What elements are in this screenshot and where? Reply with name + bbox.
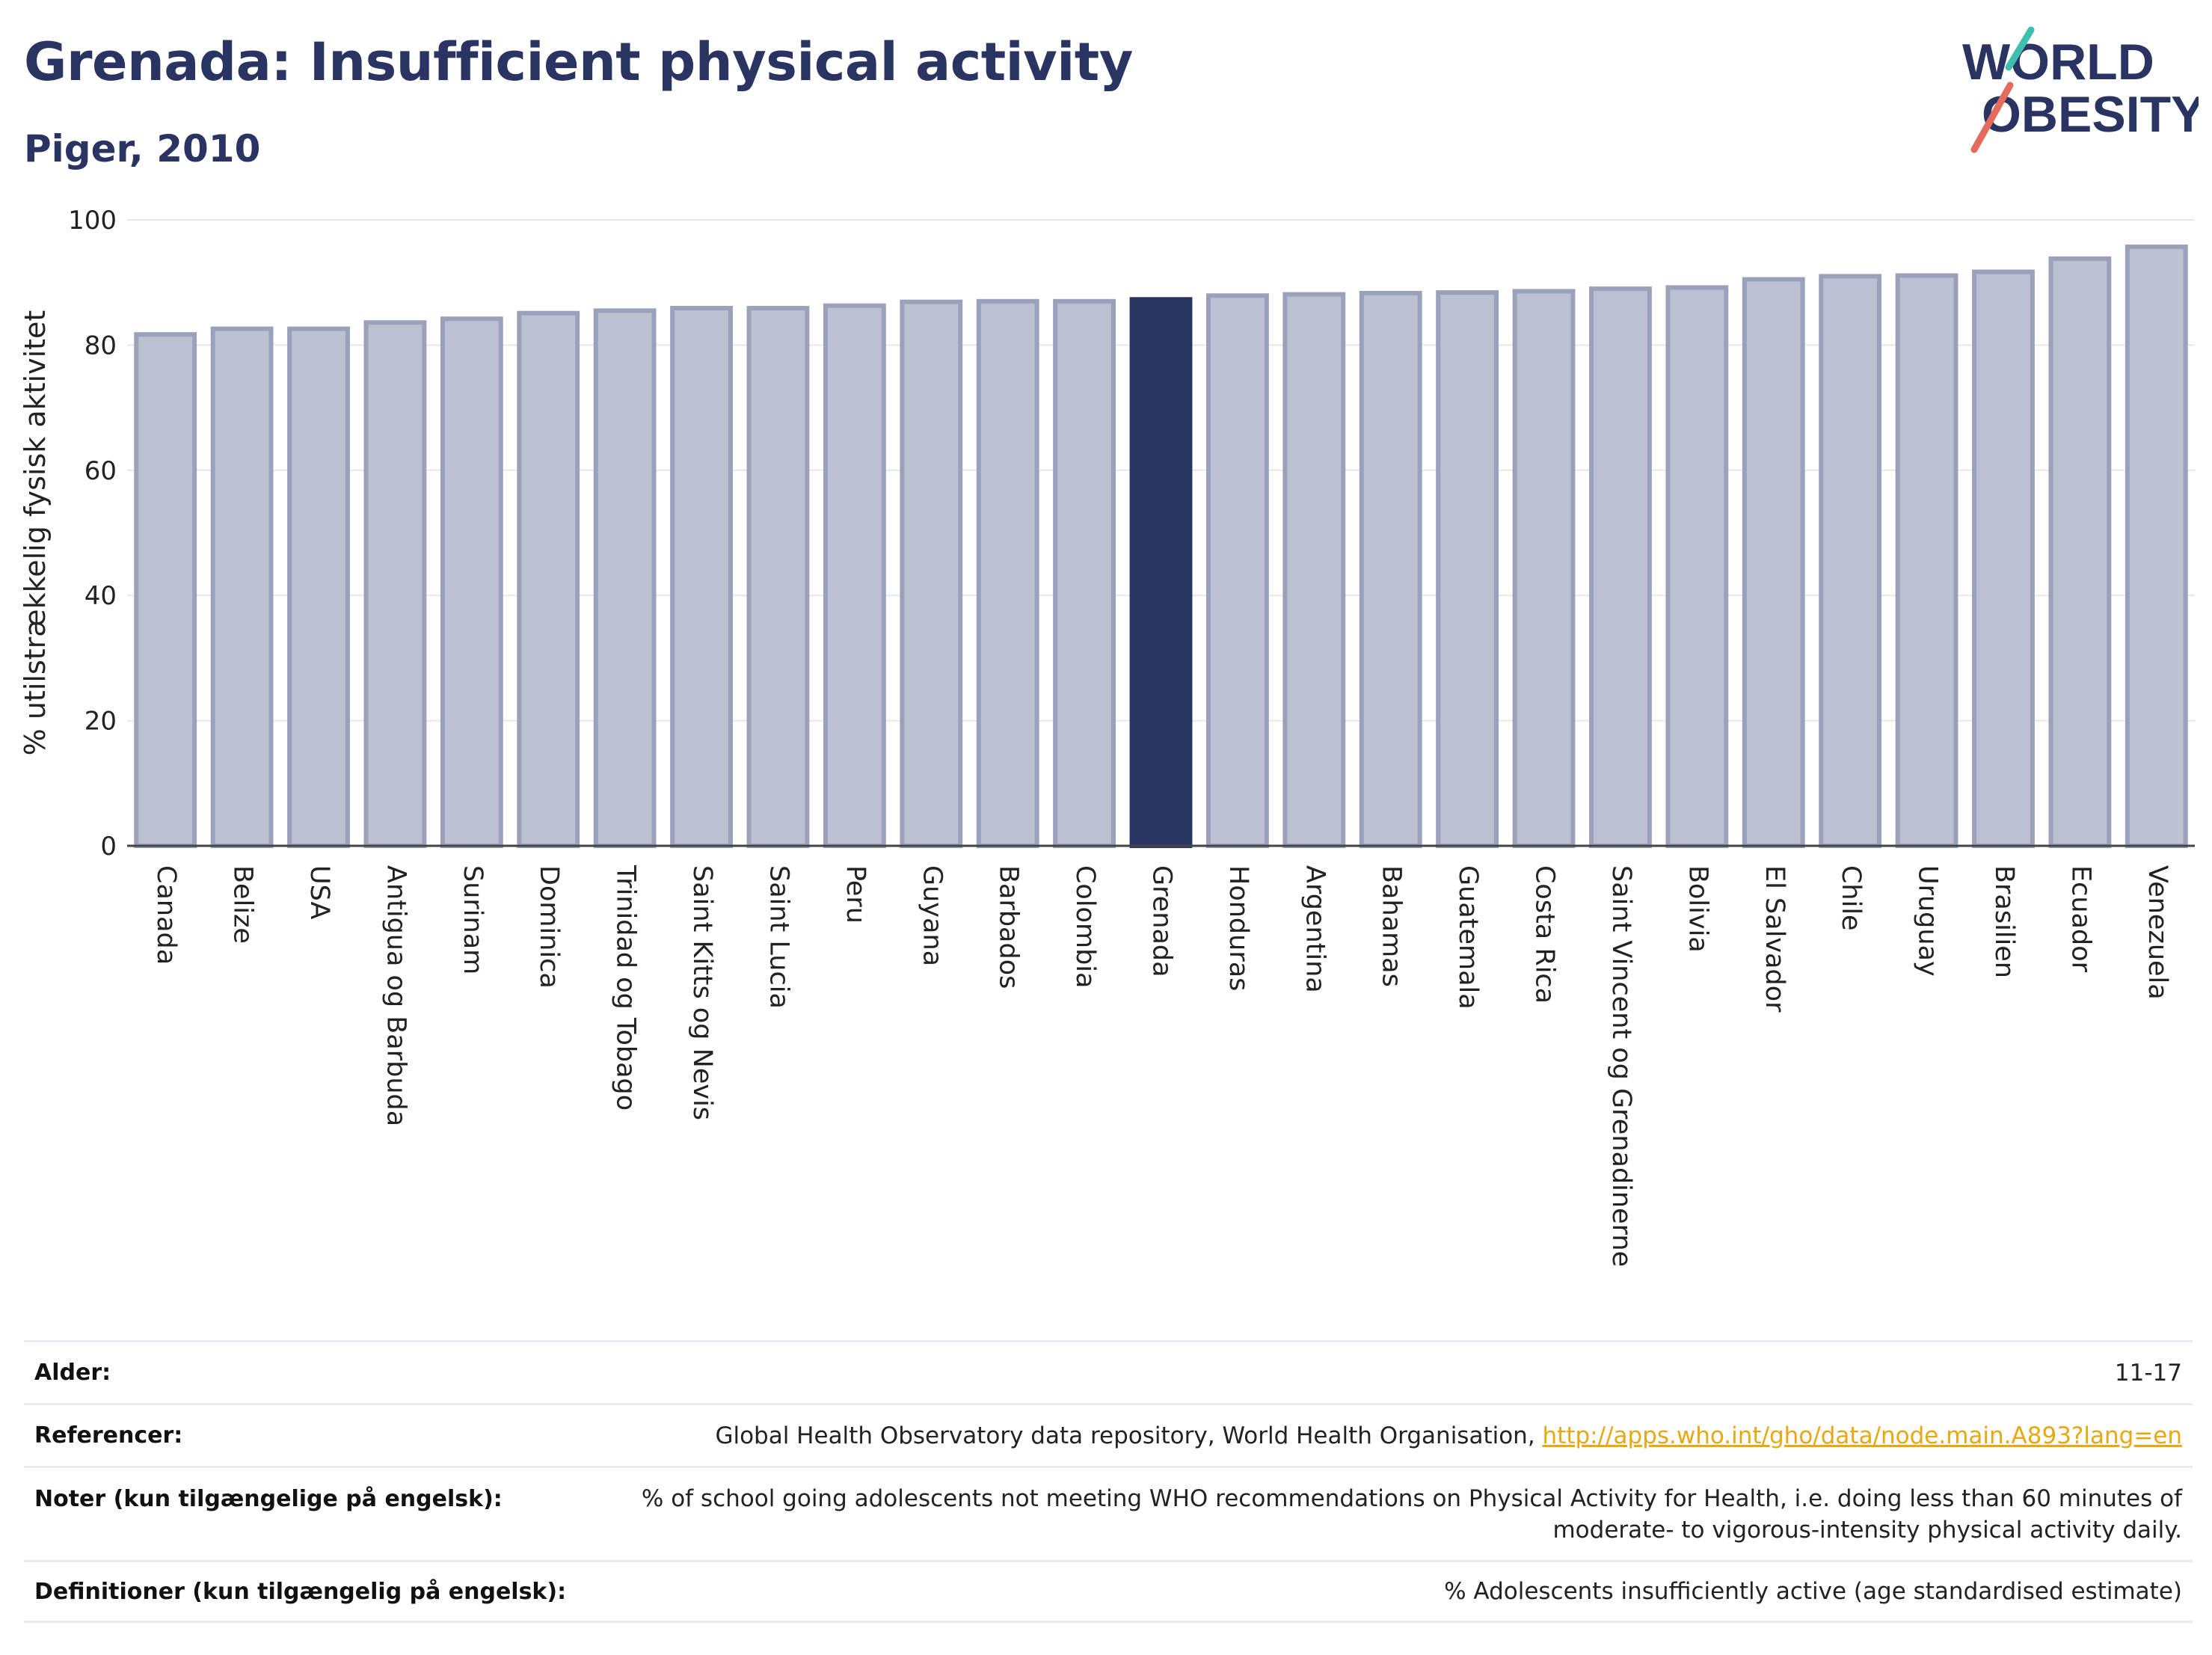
meta-value-age: 11-17	[2114, 1359, 2182, 1387]
x-tick-label: Honduras	[1223, 865, 1253, 991]
bar	[1665, 285, 1729, 848]
bar	[1205, 293, 1269, 849]
svg-text:OBESITY: OBESITY	[1982, 86, 2199, 143]
meta-row-definitions: Definitioner (kun tilgængelig på engelsk…	[24, 1560, 2193, 1623]
bar	[210, 326, 274, 848]
x-tick-label: Surinam	[458, 865, 488, 974]
meta-value-notes: % of school going adolescents not meetin…	[641, 1485, 2182, 1544]
bar	[976, 298, 1039, 848]
bars	[134, 244, 2188, 849]
bar	[593, 308, 657, 848]
meta-value-definitions: % Adolescents insufficiently active (age…	[1444, 1578, 2182, 1605]
meta-row-age: Alder: 11-17	[24, 1340, 2193, 1403]
x-tick-label: Peru	[841, 865, 870, 924]
x-tick-label: Canada	[151, 865, 181, 965]
y-tick-label: 20	[85, 707, 117, 737]
meta-row-references: Referencer: Global Health Observatory da…	[24, 1403, 2193, 1466]
x-tick-label: Dominica	[534, 865, 564, 989]
reference-link[interactable]: http://apps.who.int/gho/data/node.main.A…	[1542, 1422, 2182, 1449]
x-tick-label: Brasilien	[1989, 865, 2019, 978]
x-tick-label: Ecuador	[2065, 865, 2095, 973]
y-axis-ticks: 0 20 40 60 80 100	[68, 206, 117, 862]
x-axis-ticks: Canada Belize USA Antigua og Barbuda Surinam…	[151, 865, 2172, 1267]
bar	[670, 306, 733, 848]
meta-label-notes: Noter (kun tilgængelige på engelsk):	[34, 1486, 503, 1512]
bar	[1895, 273, 1958, 849]
y-tick-label: 40	[85, 581, 117, 611]
bar	[746, 306, 810, 848]
bar	[440, 316, 503, 849]
bar	[287, 326, 350, 848]
bar	[1589, 286, 1652, 848]
bar	[1972, 269, 2035, 848]
y-tick-label: 0	[100, 832, 117, 862]
bar	[823, 303, 886, 848]
bar	[1053, 298, 1116, 848]
chart-subtitle: Piger, 2010	[24, 127, 261, 171]
x-tick-label: Guatemala	[1453, 865, 1483, 1010]
bar	[900, 299, 963, 849]
bar-highlight	[1129, 297, 1193, 848]
x-tick-label: Bahamas	[1377, 865, 1407, 987]
x-tick-label: Argentina	[1300, 865, 1330, 993]
x-tick-label: Venezuela	[2142, 865, 2172, 1000]
meta-row-notes: Noter (kun tilgængelige på engelsk): % o…	[24, 1466, 2193, 1560]
chart-title: Grenada: Insufficient physical activity	[24, 31, 1133, 93]
x-tick-label: Uruguay	[1913, 865, 1943, 977]
bar	[2125, 244, 2188, 848]
x-tick-label: Saint Vincent og Grenadinerne	[1606, 865, 1636, 1267]
x-tick-label: Colombia	[1070, 865, 1100, 988]
x-tick-label: Chile	[1836, 865, 1866, 931]
x-tick-label: Barbados	[994, 865, 1024, 989]
meta-label-age: Alder:	[34, 1360, 111, 1386]
bar	[517, 310, 580, 848]
x-tick-label: USA	[304, 865, 334, 919]
y-tick-label: 80	[85, 331, 117, 360]
x-tick-label: Belize	[228, 865, 258, 944]
x-tick-label: El Salvador	[1760, 865, 1789, 1013]
bar	[2048, 256, 2112, 849]
svg-text:WORLD: WORLD	[1962, 34, 2154, 90]
bar	[1742, 277, 1805, 848]
x-tick-label: Trinidad og Tobago	[611, 865, 641, 1111]
x-tick-label: Costa Rica	[1530, 865, 1560, 1004]
metadata-table: Alder: 11-17 Referencer: Global Health O…	[24, 1340, 2193, 1623]
x-tick-label: Grenada	[1147, 865, 1177, 977]
bar	[1282, 292, 1346, 848]
meta-value-references: Global Health Observatory data repositor…	[715, 1420, 2193, 1452]
bar	[1512, 289, 1576, 848]
bar	[134, 332, 197, 848]
meta-label-definitions: Definitioner (kun tilgængelig på engelsk…	[34, 1578, 567, 1605]
y-tick-label: 60	[85, 456, 117, 486]
x-tick-label: Saint Lucia	[764, 865, 793, 1009]
x-tick-label: Antigua og Barbuda	[381, 865, 411, 1126]
bar	[1436, 290, 1499, 849]
bar	[1359, 290, 1422, 848]
meta-label-references: Referencer:	[34, 1422, 183, 1449]
x-tick-label: Guyana	[917, 865, 947, 966]
bar	[1819, 274, 1882, 848]
y-axis-label: % utilstrækkelig fysisk aktivitet	[19, 310, 52, 756]
x-tick-label: Bolivia	[1683, 865, 1712, 953]
bar	[363, 320, 427, 848]
reference-text: Global Health Observatory data repositor…	[715, 1422, 1543, 1449]
y-tick-label: 100	[68, 206, 117, 236]
x-tick-label: Saint Kitts og Nevis	[687, 865, 717, 1120]
bar-chart: 0 20 40 60 80 100 Canada Belize USA Antigua og B…	[19, 206, 2195, 1267]
world-obesity-logo: WORLD OBESITY	[1962, 26, 2199, 153]
